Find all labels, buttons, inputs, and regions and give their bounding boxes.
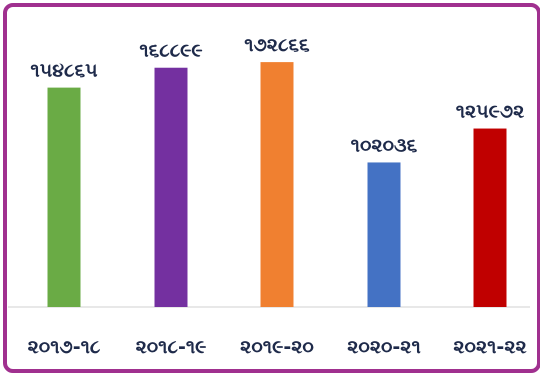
value-label-3: ૧૭૨૮૬૬ <box>244 34 310 56</box>
bar-5 <box>473 128 507 307</box>
bar-3 <box>260 62 294 307</box>
bar-2 <box>154 67 188 308</box>
value-label-1: ૧૫૪૮૬૫ <box>30 60 98 82</box>
bar-1 <box>47 87 81 308</box>
value-label-5: ૧૨૫૯૭૨ <box>456 101 525 123</box>
x-tick-label-1: ૨૦૧૭-૧૮ <box>28 336 101 358</box>
value-label-4: ૧૦૨૦૩૬ <box>351 134 418 156</box>
bar-4 <box>367 162 401 307</box>
x-tick-label-4: ૨૦૨૦-૨૧ <box>347 336 421 358</box>
x-tick-label-5: ૨૦૨૧-૨૨ <box>453 336 526 358</box>
x-tick-label-3: ૨૦૧૯-૨૦ <box>240 336 314 358</box>
x-tick-label-2: ૨૦૧૮-૧૯ <box>136 336 207 358</box>
value-label-2: ૧૬૮૮૯૯ <box>139 40 202 62</box>
